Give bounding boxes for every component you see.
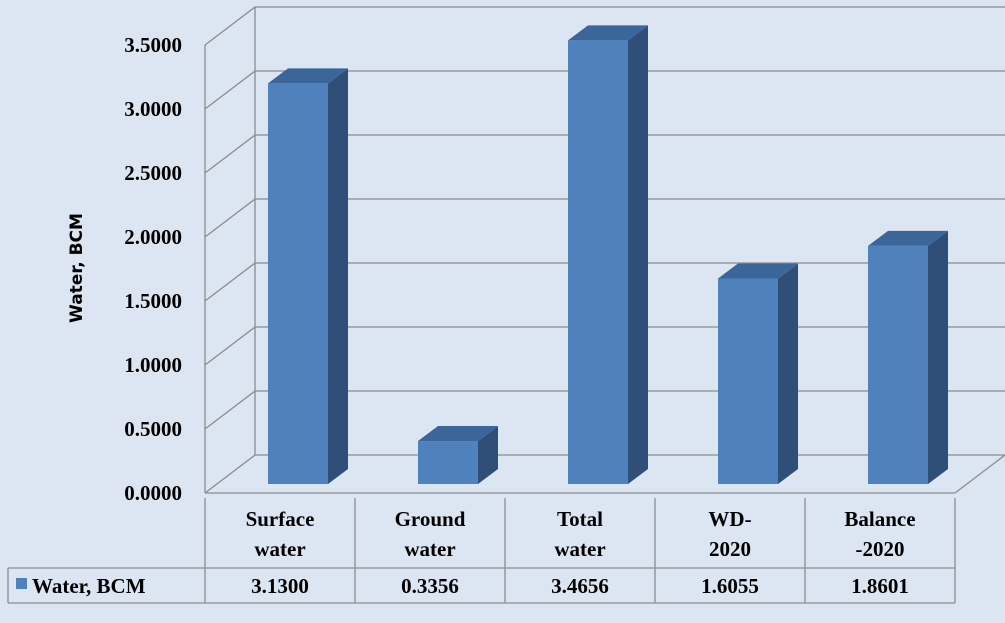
category-label: WD-	[708, 507, 751, 531]
bar-top	[868, 230, 948, 246]
y-axis-label: Water, BCM	[67, 213, 87, 323]
bar-top	[268, 68, 348, 84]
y-tick-label: 1.5000	[124, 289, 182, 313]
bar-side	[778, 263, 798, 484]
bar-front	[568, 40, 628, 484]
legend-swatch	[16, 578, 27, 589]
gridline-diagonal	[204, 390, 256, 430]
bar-top	[568, 25, 648, 41]
category-label: Surface	[246, 507, 315, 531]
y-tick-label: 3.0000	[124, 97, 182, 121]
data-label: 3.1300	[251, 574, 309, 598]
category-label: 2020	[709, 537, 751, 561]
data-label: 1.8601	[851, 574, 909, 598]
bar-top	[718, 263, 798, 279]
category-label: water	[404, 537, 455, 561]
y-tick-label: 0.5000	[124, 417, 182, 441]
gridline-diagonal	[204, 454, 256, 494]
bar	[418, 426, 498, 484]
bar-side	[478, 426, 498, 484]
bar-front	[268, 83, 328, 485]
data-label: 1.6055	[701, 574, 759, 598]
category-label: Balance	[844, 507, 915, 531]
bar	[868, 230, 948, 484]
bar	[718, 263, 798, 484]
bar	[268, 68, 348, 485]
bar-top	[418, 426, 498, 442]
gridline-diagonal	[204, 6, 256, 46]
floor-right-edge	[954, 454, 1005, 494]
gridline-diagonal	[204, 262, 256, 302]
y-tick-label: 3.5000	[124, 33, 182, 57]
gridline-diagonal	[204, 70, 256, 110]
y-tick-label: 2.0000	[124, 225, 182, 249]
bar	[568, 25, 648, 485]
data-label: 0.3356	[401, 574, 459, 598]
legend-label: Water, BCM	[32, 574, 146, 598]
category-label: Ground	[395, 507, 466, 531]
bar-front	[718, 278, 778, 484]
bar-side	[628, 25, 648, 485]
bar-side	[928, 230, 948, 484]
bar-side	[328, 68, 348, 485]
y-tick-label: 1.0000	[124, 353, 182, 377]
bar-front	[868, 245, 928, 484]
category-label: water	[554, 537, 605, 561]
bar-front	[418, 441, 478, 484]
category-label: water	[254, 537, 305, 561]
data-label: 3.4656	[551, 574, 609, 598]
y-tick-label: 0.0000	[124, 481, 182, 505]
gridline-diagonal	[204, 134, 256, 174]
category-label: Total	[557, 507, 603, 531]
category-label: -2020	[856, 537, 905, 561]
gridline-diagonal	[204, 326, 256, 366]
y-tick-label: 2.5000	[124, 161, 182, 185]
gridline-diagonal	[204, 198, 256, 238]
